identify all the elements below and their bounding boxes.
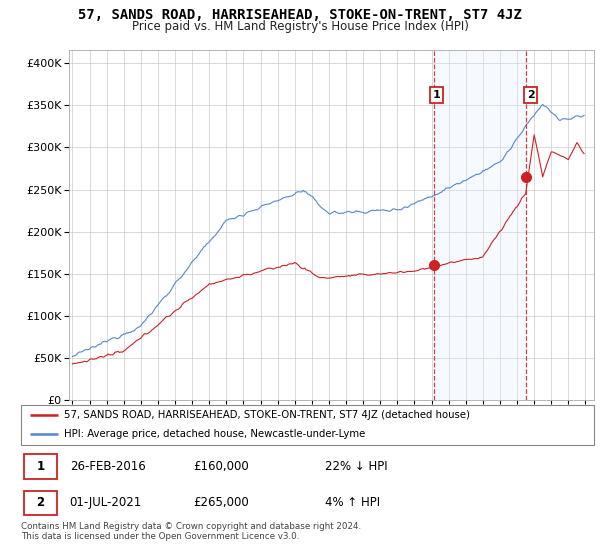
Text: £265,000: £265,000 [193,497,248,510]
Text: Contains HM Land Registry data © Crown copyright and database right 2024.
This d: Contains HM Land Registry data © Crown c… [21,522,361,542]
Text: 1: 1 [37,460,44,473]
Text: 57, SANDS ROAD, HARRISEAHEAD, STOKE-ON-TRENT, ST7 4JZ: 57, SANDS ROAD, HARRISEAHEAD, STOKE-ON-T… [78,8,522,22]
Bar [24,491,57,515]
Text: 57, SANDS ROAD, HARRISEAHEAD, STOKE-ON-TRENT, ST7 4JZ (detached house): 57, SANDS ROAD, HARRISEAHEAD, STOKE-ON-T… [64,409,470,419]
Text: 01-JUL-2021: 01-JUL-2021 [70,497,142,510]
Text: 1: 1 [433,90,440,100]
Text: 2: 2 [527,90,535,100]
Text: 22% ↓ HPI: 22% ↓ HPI [325,460,388,473]
Text: £160,000: £160,000 [193,460,248,473]
Bar [434,50,526,400]
Text: 2: 2 [37,497,44,510]
Text: Price paid vs. HM Land Registry's House Price Index (HPI): Price paid vs. HM Land Registry's House … [131,20,469,32]
Text: 4% ↑ HPI: 4% ↑ HPI [325,497,380,510]
Bar [24,455,57,479]
Text: 26-FEB-2016: 26-FEB-2016 [70,460,145,473]
Text: HPI: Average price, detached house, Newcastle-under-Lyme: HPI: Average price, detached house, Newc… [64,429,365,439]
